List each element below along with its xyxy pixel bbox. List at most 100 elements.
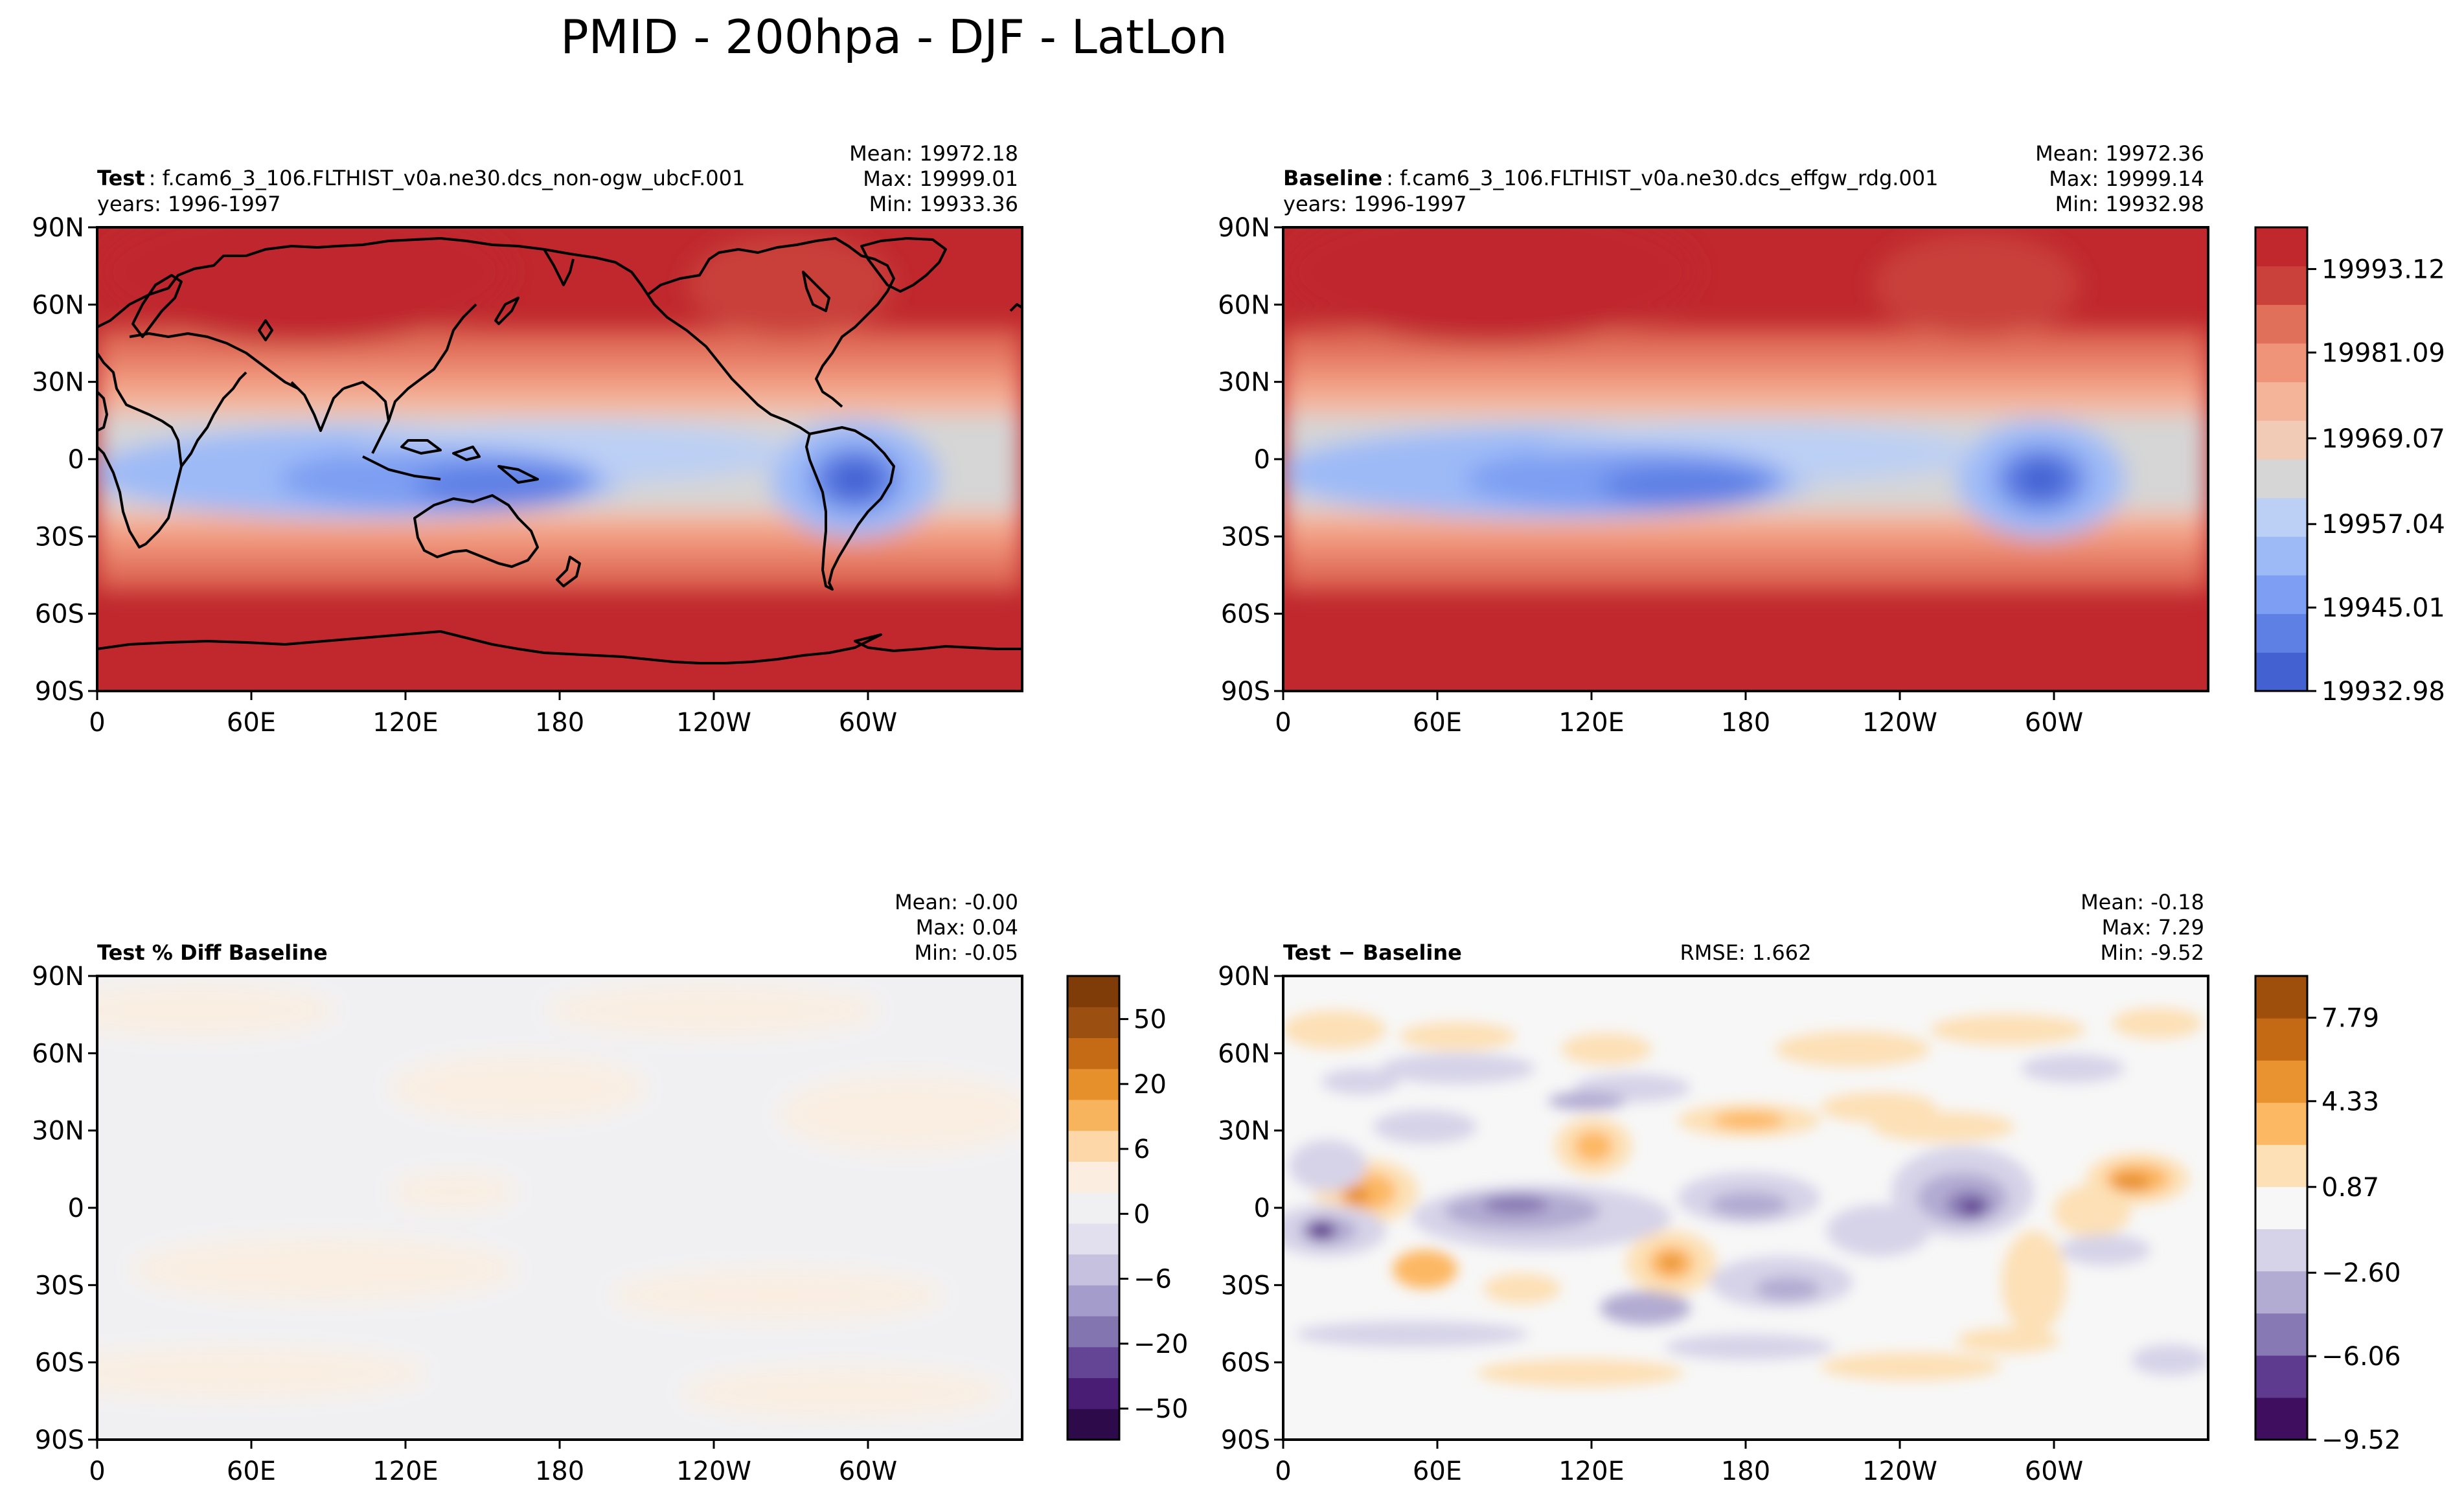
colorbar-swatch [2255,304,2307,344]
colorbar-tick-label: 19969.07 [2321,424,2445,454]
y-tick-label: 30N [32,368,84,398]
colorbar-swatch [2255,1271,2307,1314]
colorbar-swatch [2255,1313,2307,1356]
case-label: Test [97,166,145,190]
x-tick-label: 180 [1721,708,1770,738]
figure-title: PMID - 200hpa - DJF - LatLon [560,10,1227,64]
x-tick-label: 120W [1862,1456,1937,1486]
colorbar-swatch [1067,1161,1119,1193]
stat-max: Max: 7.29 [2102,915,2204,940]
colorbar-swatch [2255,1229,2307,1272]
y-tick-label: 30N [32,1116,84,1146]
colorbar-tick-label: 0.87 [2321,1173,2379,1203]
y-tick-label: 30S [1221,1271,1270,1300]
colorbar-frame [1066,975,1121,1441]
y-tick-label: 60N [1218,1039,1270,1069]
x-tick-label: 60W [839,708,897,738]
x-tick-label: 0 [1275,708,1291,738]
case-name: f.cam6_3_106.FLTHIST_v0a.ne30.dcs_non-og… [163,166,746,190]
y-tick-label: 30N [1218,1116,1270,1146]
colorbar-tick-label: 19993.12 [2321,255,2445,284]
colorbar-tick-label: 4.33 [2321,1087,2379,1116]
colorbar-swatch [1067,1285,1119,1317]
x-tick-label: 120E [372,1456,439,1486]
colorbar-swatch [2255,381,2307,421]
rmse-label: RMSE: 1.662 [1680,940,1812,965]
colorbar-swatch [2255,1355,2307,1398]
colorbar-swatch [1067,1037,1119,1069]
case-label: Test − Baseline [1283,940,1462,965]
y-tick-label: 90S [1221,677,1270,707]
y-tick-label: 30S [1221,522,1270,552]
colorbar-frame [2254,226,2309,692]
colorbar-swatch [1067,1130,1119,1162]
colorbar-swatch [1067,1223,1119,1255]
y-tick-label: 90N [1218,213,1270,243]
panel-test: Test: f.cam6_3_106.FLTHIST_v0a.ne30.dcs_… [32,141,1023,738]
svg-text:Baseline: f.cam6_3_106.FLTHIST: Baseline: f.cam6_3_106.FLTHIST_v0a.ne30.… [1283,166,1939,190]
x-tick-label: 0 [1275,1456,1291,1486]
colorbar-swatch [2255,497,2307,537]
colorbar-tick-label: −9.52 [2321,1425,2401,1455]
y-tick-label: 60S [1221,1348,1270,1378]
stat-min: Min: -0.05 [914,940,1018,965]
stat-mean: Mean: 19972.18 [849,141,1018,166]
x-tick-label: 120W [676,708,751,738]
colorbar-swatch [2255,536,2307,576]
colorbar-tick-label: 6 [1134,1135,1150,1164]
stat-min: Min: -9.52 [2100,940,2204,965]
panel-diff: Test − Baseline RMSE: 1.662 Mean: -0.18 … [1218,890,2209,1486]
field-map-test [97,227,1022,691]
colorbar-swatch [1067,1316,1119,1348]
colorbar-tick-label: 19945.01 [2321,593,2445,623]
x-tick-label: 60E [227,1456,276,1486]
panel-baseline-header: Baseline: f.cam6_3_106.FLTHIST_v0a.ne30.… [1283,141,2204,216]
colorbar-frame [2254,975,2309,1441]
colorbar-swatch [2255,459,2307,499]
x-tick-label: 60E [1413,1456,1462,1486]
x-tick-label: 60E [227,708,276,738]
colorbar-swatch [1067,976,1119,1008]
colorbar-tick-label: 0 [1134,1199,1150,1229]
stat-mean: Mean: -0.00 [895,890,1018,914]
colorbar-swatch [2255,343,2307,383]
x-tick-label: 180 [1721,1456,1770,1486]
panel-pct-diff: Test % Diff Baseline Mean: -0.00 Max: 0.… [32,890,1023,1486]
colorbar-swatch [2255,227,2307,267]
colorbar-swatch [1067,1069,1119,1100]
colorbar-swatch [1067,1006,1119,1038]
stat-max: Max: 0.04 [916,915,1018,940]
colorbar-tick-label: 20 [1134,1070,1167,1100]
field-map-baseline [1283,227,2208,691]
years-label: years: 1996-1997 [1283,192,1466,216]
y-tick-label: 30N [1218,368,1270,398]
x-tick-label: 0 [89,708,105,738]
stat-max: Max: 19999.01 [863,166,1018,191]
colorbar-swatch [1067,1346,1119,1379]
stat-max: Max: 19999.14 [2049,166,2204,191]
x-tick-label: 120E [1558,1456,1625,1486]
field-map-diff [1283,976,2208,1440]
colorbar-tick-label: −6.06 [2321,1342,2401,1372]
y-tick-label: 0 [1254,445,1270,475]
years-label: years: 1996-1997 [97,192,280,216]
panel-baseline: Baseline: f.cam6_3_106.FLTHIST_v0a.ne30.… [1218,141,2209,738]
x-tick-label: 120E [1558,708,1625,738]
colorbar-tick-label: −2.60 [2321,1258,2401,1288]
y-tick-label: 90N [1218,962,1270,991]
colorbar-tick-label: 19932.98 [2321,677,2445,707]
colorbar-swatch [1067,1099,1119,1131]
colorbar-tick-label: 7.79 [2321,1003,2379,1033]
stat-mean: Mean: -0.18 [2081,890,2204,914]
y-tick-label: 90S [1221,1425,1270,1455]
y-tick-label: 60N [32,290,84,320]
x-tick-label: 120E [372,708,439,738]
y-tick-label: 60S [35,1348,84,1378]
x-tick-label: 180 [535,708,584,738]
colorbar-swatch [2255,266,2307,305]
colorbar-swatch [1067,1409,1119,1440]
colorbar-swatch [2255,652,2307,692]
